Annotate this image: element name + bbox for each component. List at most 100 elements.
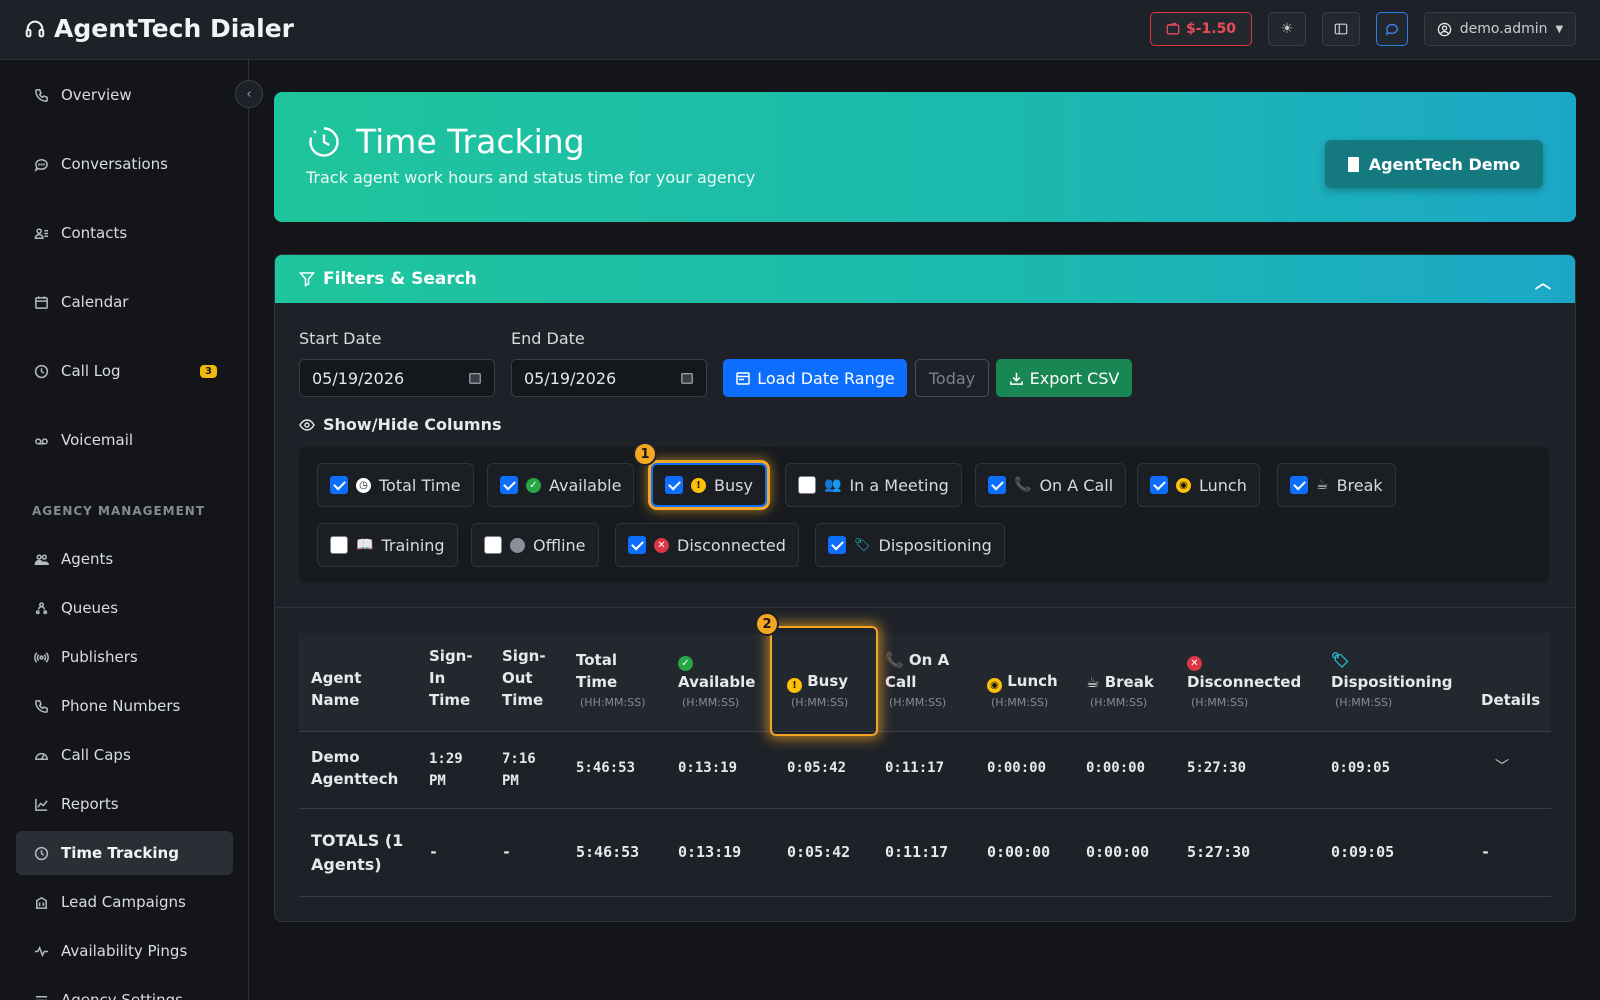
sidebar-item-voicemail[interactable]: Voicemail bbox=[16, 418, 233, 462]
column-toggle-training[interactable]: 📖 Training bbox=[317, 523, 458, 567]
checkbox[interactable] bbox=[828, 536, 846, 554]
load-date-range-button[interactable]: Load Date Range bbox=[723, 359, 907, 397]
checkbox[interactable] bbox=[484, 536, 502, 554]
break-cell: 0:00:00 bbox=[1086, 760, 1146, 776]
col-sign-out-time[interactable]: Sign- Out Time bbox=[502, 647, 546, 709]
checkbox[interactable] bbox=[665, 476, 683, 494]
sidebar-item-contacts[interactable]: Contacts bbox=[16, 211, 233, 255]
exclamation-circle-icon: ! bbox=[691, 477, 706, 493]
column-toggle-lunch[interactable]: ◉ Lunch bbox=[1137, 463, 1260, 507]
col-agent-name[interactable]: Agent Name bbox=[311, 669, 362, 709]
sidebar-item-label: Contacts bbox=[61, 224, 128, 242]
balance-button[interactable]: $-1.50 bbox=[1150, 12, 1252, 46]
page-subtitle: Track agent work hours and status time f… bbox=[306, 168, 756, 187]
people-icon: 👥 bbox=[824, 477, 842, 493]
sidebar-item-agents[interactable]: Agents bbox=[16, 537, 233, 581]
lunch-icon: ◉ bbox=[1176, 477, 1191, 493]
brand[interactable]: AgentTech Dialer bbox=[24, 14, 294, 43]
column-toggle-available[interactable]: ✓ Available bbox=[487, 463, 635, 507]
checkbox[interactable] bbox=[500, 476, 518, 494]
expand-details-chevron-icon[interactable]: ﹀ bbox=[1495, 759, 1509, 775]
sidebar-item-publishers[interactable]: Publishers bbox=[16, 635, 233, 679]
column-toggle-disconnected[interactable]: ✕ Disconnected bbox=[615, 523, 799, 567]
sidebar-item-call-log[interactable]: Call Log 3 bbox=[16, 349, 233, 393]
calendar-icon bbox=[35, 295, 48, 309]
col-on-a-call[interactable]: 📞 On A Call (H:MM:SS) bbox=[885, 651, 950, 709]
phone-icon bbox=[35, 88, 48, 102]
eye-icon bbox=[299, 418, 315, 431]
end-date-input[interactable]: 05/19/2026 bbox=[511, 359, 707, 397]
filters-title: Filters & Search bbox=[323, 269, 477, 289]
queue-icon bbox=[35, 601, 48, 614]
agency-button[interactable]: AgentTech Demo bbox=[1325, 140, 1543, 188]
start-date-input[interactable]: 05/19/2026 bbox=[299, 359, 495, 397]
user-menu-button[interactable]: demo.admin ▼ bbox=[1424, 12, 1576, 46]
table-row[interactable]: Demo Agenttech 1:29 PM 7:16 PM 5:46:53 0:13… bbox=[299, 731, 1551, 809]
start-date-label: Start Date bbox=[299, 329, 382, 348]
checkbox[interactable] bbox=[330, 476, 348, 494]
funnel-icon bbox=[299, 272, 315, 287]
coffee-icon: ☕ bbox=[1316, 477, 1329, 493]
sidebar-item-lead-campaigns[interactable]: Lead Campaigns bbox=[16, 880, 233, 924]
checkbox[interactable] bbox=[798, 476, 816, 494]
column-toggle-busy[interactable]: ! Busy bbox=[651, 463, 767, 507]
column-toggle-on-a-call[interactable]: 📞 On A Call bbox=[975, 463, 1127, 507]
column-toggle-dispositioning[interactable]: 🏷 Dispositioning bbox=[815, 523, 1005, 567]
column-toggle-offline[interactable]: Offline bbox=[471, 523, 599, 567]
sidebar-item-calendar[interactable]: Calendar bbox=[16, 280, 233, 324]
total-time-cell: 5:46:53 bbox=[576, 760, 636, 776]
col-disconnected[interactable]: ✕ Disconnected (H:MM:SS) bbox=[1187, 656, 1302, 709]
totals-sign-out: - bbox=[502, 843, 512, 861]
col-lunch[interactable]: ◉ Lunch (H:MM:SS) bbox=[987, 670, 1058, 714]
chat-button[interactable] bbox=[1376, 12, 1408, 46]
sidebar-item-time-tracking[interactable]: Time Tracking bbox=[16, 831, 233, 875]
checkbox[interactable] bbox=[1290, 476, 1308, 494]
dispositioning-cell: 0:09:05 bbox=[1331, 760, 1391, 776]
filters-header[interactable]: Filters & Search ︿ bbox=[275, 255, 1575, 303]
column-toggle-label: Break bbox=[1336, 475, 1383, 495]
column-toggle-break[interactable]: ☕ Break bbox=[1277, 463, 1396, 507]
sidebar-item-conversations[interactable]: Conversations bbox=[16, 142, 233, 186]
sidebar-item-call-caps[interactable]: Call Caps bbox=[16, 733, 233, 777]
col-total-time[interactable]: Total Time (HH:MM:SS) bbox=[576, 651, 646, 709]
checkbox[interactable] bbox=[628, 536, 646, 554]
line-chart-icon bbox=[35, 798, 48, 811]
checkbox[interactable] bbox=[330, 536, 348, 554]
calendar-range-icon bbox=[736, 372, 750, 385]
col-break[interactable]: ☕ Break (H:MM:SS) bbox=[1086, 673, 1154, 709]
today-button[interactable]: Today bbox=[915, 359, 989, 397]
column-toggle-label: Total Time bbox=[379, 475, 461, 495]
sidebar-item-availability-pings[interactable]: Availability Pings bbox=[16, 929, 233, 973]
column-toggle-label: Offline bbox=[533, 535, 586, 555]
voicemail-icon bbox=[35, 437, 48, 445]
sidebar-item-agency-settings[interactable]: Agency Settings bbox=[16, 978, 233, 1000]
clock-icon: ◷ bbox=[356, 477, 371, 493]
time-tracking-table: Agent Name Sign- In Time Sign- Out Time Total… bbox=[299, 633, 1551, 897]
col-available[interactable]: ✓ Available (H:MM:SS) bbox=[678, 656, 756, 709]
export-csv-button[interactable]: Export CSV bbox=[996, 359, 1132, 397]
sidebar-item-queues[interactable]: Queues bbox=[16, 586, 233, 630]
sidebar-item-reports[interactable]: Reports bbox=[16, 782, 233, 826]
sidebar-item-label: Conversations bbox=[61, 155, 168, 173]
sidebar-collapse-button[interactable]: ‹ bbox=[235, 80, 263, 108]
checkbox[interactable] bbox=[1150, 476, 1168, 494]
column-toggle-label: Disconnected bbox=[677, 535, 786, 555]
column-toggle-in-a-meeting[interactable]: 👥 In a Meeting bbox=[785, 463, 962, 507]
sidebar-item-overview[interactable]: Overview bbox=[16, 73, 233, 117]
layout-toggle-button[interactable] bbox=[1322, 12, 1360, 46]
wallet-icon bbox=[1166, 22, 1180, 35]
theme-toggle-button[interactable]: ☀ bbox=[1268, 12, 1306, 46]
sidebar-item-label: Voicemail bbox=[61, 431, 134, 449]
divider bbox=[275, 607, 1575, 608]
column-toggle-label: Busy bbox=[714, 475, 753, 495]
column-toggle-total-time[interactable]: ◷ Total Time bbox=[317, 463, 474, 507]
col-dispositioning[interactable]: 🏷 Dispositioning (H:MM:SS) bbox=[1331, 651, 1453, 709]
chevron-up-icon[interactable]: ︿ bbox=[1534, 273, 1551, 292]
col-busy[interactable]: ! Busy (H:MM:SS) bbox=[787, 670, 848, 714]
col-sign-in-time[interactable]: Sign- In Time bbox=[429, 647, 473, 709]
sidebar-item-phone-numbers[interactable]: Phone Numbers bbox=[16, 684, 233, 728]
headset-icon bbox=[25, 20, 45, 37]
offline-circle-icon bbox=[510, 537, 525, 553]
checkbox[interactable] bbox=[988, 476, 1006, 494]
sign-in-cell: 1:29 PM bbox=[429, 751, 463, 789]
